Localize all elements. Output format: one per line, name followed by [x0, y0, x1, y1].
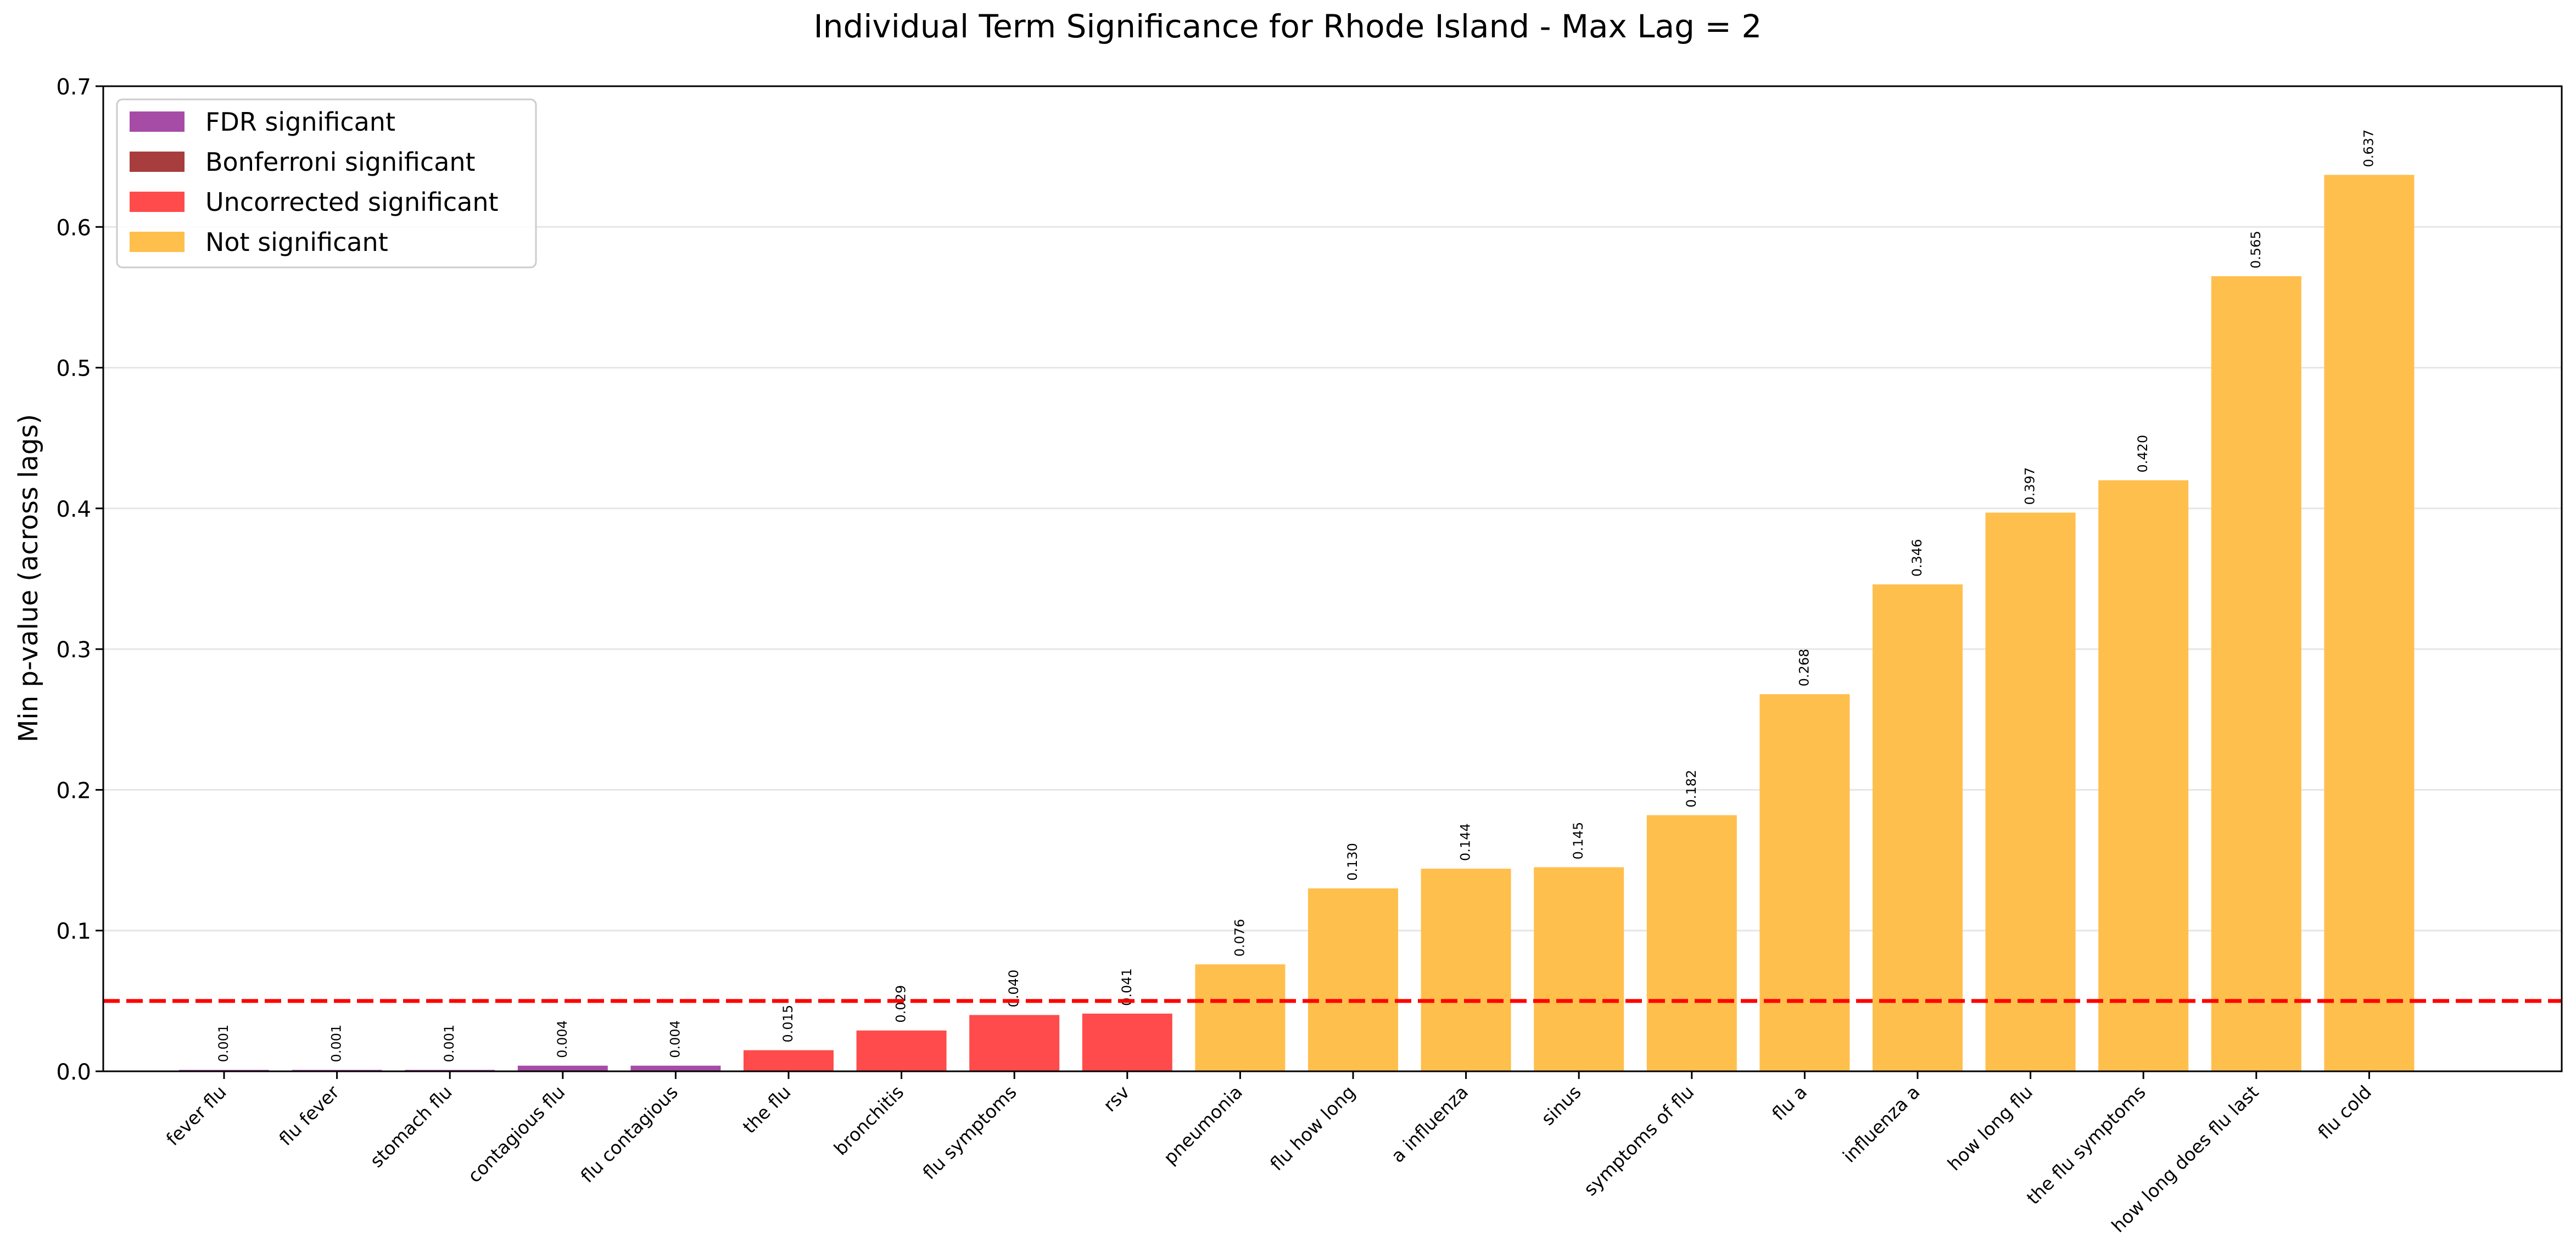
x-tick-label: how long flu [1943, 1081, 2037, 1175]
legend-label: Bonferroni significant [205, 147, 476, 177]
y-axis-label: Min p-value (across lags) [13, 414, 44, 742]
x-tick-label: contagious flu [463, 1081, 569, 1187]
bar [969, 1015, 1060, 1071]
legend: FDR significant Bonferroni significant Unc… [116, 98, 537, 269]
bar [1646, 815, 1737, 1071]
legend-swatch [130, 232, 185, 252]
bar-value-label: 0.001 [329, 1025, 344, 1063]
bar-value-label: 0.004 [555, 1020, 570, 1058]
y-tick-label: 0.6 [56, 215, 91, 241]
legend-swatch [130, 192, 185, 212]
y-tick-label: 0.4 [56, 497, 91, 522]
x-tick-label: fever flu [162, 1081, 231, 1150]
bar [744, 1050, 834, 1071]
x-tick-label: influenza a [1839, 1081, 1924, 1167]
x-tick-label: pneumonia [1159, 1081, 1247, 1168]
bar-value-label: 0.420 [2135, 435, 2150, 473]
x-tick-label: the flu symptoms [2022, 1081, 2150, 1209]
bar [1985, 512, 2076, 1071]
legend-label: Uncorrected significant [205, 187, 499, 217]
bar-value-label: 0.144 [1458, 823, 1473, 861]
bar-value-label: 0.004 [667, 1020, 683, 1058]
bar [517, 1065, 608, 1071]
x-axis-ticks: fever flu flu fever stomach flu contagious … [162, 1071, 2376, 1237]
bar-value-label: 0.346 [1909, 539, 1925, 577]
bar-value-label: 0.001 [442, 1025, 457, 1063]
bar [2211, 276, 2301, 1071]
bar [1534, 867, 1624, 1071]
legend-box [116, 98, 537, 269]
bar-value-label: 0.397 [2022, 467, 2038, 505]
x-tick-label: rsv [1099, 1081, 1133, 1116]
x-tick-label: symptoms of flu [1579, 1081, 1698, 1200]
bar-value-label: 0.001 [216, 1025, 231, 1063]
bar [1195, 964, 1286, 1071]
bar-value-label: 0.076 [1232, 919, 1247, 957]
x-tick-label: flu symptoms [919, 1081, 1021, 1183]
y-tick-label: 0.2 [56, 778, 91, 803]
y-tick-label: 0.0 [56, 1060, 91, 1085]
x-tick-label: stomach flu [366, 1081, 456, 1172]
bar-value-label: 0.637 [2361, 130, 2376, 167]
bar-value-label: 0.565 [2248, 231, 2264, 269]
y-tick-label: 0.1 [56, 919, 91, 944]
x-tick-label: the flu [739, 1081, 795, 1138]
bar-value-label: 0.029 [893, 985, 909, 1023]
bar [630, 1065, 721, 1071]
bar [2324, 175, 2415, 1072]
x-tick-label: bronchitis [830, 1081, 908, 1159]
x-tick-label: flu cold [2314, 1081, 2376, 1143]
bar [1759, 694, 1850, 1071]
legend-swatch [130, 152, 185, 172]
bar-value-label: 0.145 [1571, 822, 1586, 860]
bar [2098, 480, 2189, 1071]
y-axis-ticks: 0.0 0.1 0.2 0.3 0.4 0.5 0.6 0.7 [56, 75, 103, 1085]
bar-value-label: 0.268 [1796, 648, 1812, 686]
x-tick-label: flu fever [275, 1081, 343, 1150]
x-tick-label: a influenza [1387, 1081, 1473, 1167]
x-tick-label: sinus [1537, 1081, 1585, 1130]
x-tick-label: flu a [1768, 1081, 1811, 1125]
bars [179, 175, 2415, 1072]
x-tick-label: flu how long [1266, 1081, 1359, 1175]
y-tick-label: 0.3 [56, 638, 91, 663]
bar [856, 1030, 947, 1071]
chart-title: Individual Term Significance for Rhode I… [814, 8, 1762, 45]
bar [1873, 584, 1963, 1071]
legend-swatch [130, 111, 185, 132]
x-tick-label: flu contagious [577, 1081, 682, 1187]
y-tick-label: 0.5 [56, 356, 91, 382]
bar-value-label: 0.182 [1684, 770, 1699, 808]
legend-label: Not significant [205, 227, 388, 257]
bar-value-label: 0.130 [1345, 843, 1360, 881]
y-tick-label: 0.7 [56, 75, 91, 100]
plot-frame [102, 85, 2563, 1072]
bar [1421, 868, 1511, 1071]
bar-value-label: 0.015 [780, 1005, 796, 1043]
bar [1082, 1013, 1172, 1071]
bar [1308, 888, 1398, 1071]
legend-label: FDR significant [205, 107, 395, 137]
